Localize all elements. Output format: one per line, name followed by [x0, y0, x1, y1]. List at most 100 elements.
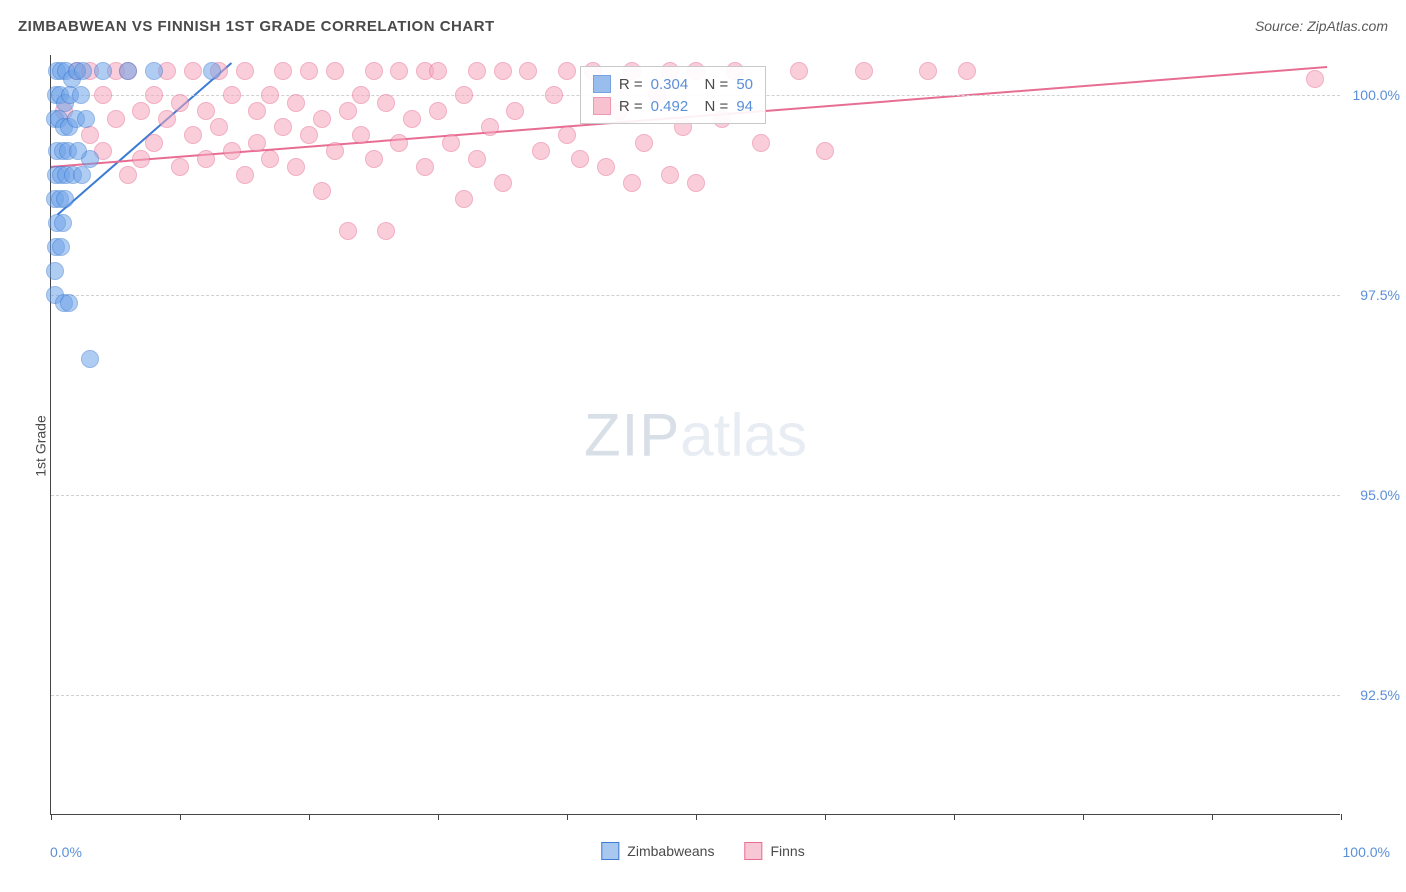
scatter-point: [287, 94, 305, 112]
scatter-point: [377, 94, 395, 112]
scatter-point: [119, 166, 137, 184]
scatter-point: [339, 102, 357, 120]
scatter-point: [145, 62, 163, 80]
scatter-point: [52, 238, 70, 256]
scatter-point: [365, 62, 383, 80]
stats-legend-row: R = 0.304 N = 50: [593, 73, 753, 95]
scatter-point: [94, 86, 112, 104]
y-tick-label: 95.0%: [1345, 487, 1400, 503]
scatter-point: [597, 158, 615, 176]
scatter-point: [248, 134, 266, 152]
y-tick-label: 92.5%: [1345, 687, 1400, 703]
scatter-point: [261, 86, 279, 104]
scatter-point: [494, 174, 512, 192]
legend-r-value: 0.492: [651, 98, 689, 115]
x-tick: [1341, 814, 1342, 820]
scatter-point: [248, 102, 266, 120]
scatter-point: [958, 62, 976, 80]
legend-label-zimbabweans: Zimbabweans: [627, 843, 714, 859]
scatter-point: [532, 142, 550, 160]
scatter-point: [261, 150, 279, 168]
scatter-point: [623, 174, 641, 192]
scatter-point: [429, 102, 447, 120]
scatter-point: [339, 222, 357, 240]
x-tick-min: 0.0%: [50, 844, 82, 860]
scatter-point: [107, 110, 125, 128]
gridline: [51, 495, 1340, 496]
scatter-point: [313, 182, 331, 200]
stats-legend: R = 0.304 N = 50R = 0.492 N = 94: [580, 66, 766, 124]
x-tick: [180, 814, 181, 820]
scatter-point: [1306, 70, 1324, 88]
legend-n-label: N =: [696, 76, 728, 93]
scatter-point: [429, 62, 447, 80]
scatter-point: [119, 62, 137, 80]
scatter-point: [455, 86, 473, 104]
legend-n-value: 94: [736, 98, 753, 115]
x-tick: [567, 814, 568, 820]
scatter-point: [468, 62, 486, 80]
legend-swatch-zimbabweans: [601, 842, 619, 860]
scatter-point: [54, 214, 72, 232]
x-tick: [309, 814, 310, 820]
scatter-point: [403, 110, 421, 128]
scatter-point: [661, 166, 679, 184]
scatter-point: [236, 166, 254, 184]
scatter-point: [73, 166, 91, 184]
scatter-point: [132, 150, 150, 168]
scatter-point: [494, 62, 512, 80]
legend-item-finns: Finns: [744, 842, 804, 860]
scatter-point: [60, 294, 78, 312]
scatter-point: [274, 118, 292, 136]
scatter-point: [455, 190, 473, 208]
gridline: [51, 695, 1340, 696]
stats-legend-row: R = 0.492 N = 94: [593, 95, 753, 117]
x-tick: [1212, 814, 1213, 820]
scatter-point: [352, 86, 370, 104]
scatter-point: [855, 62, 873, 80]
correlation-chart: ZIMBABWEAN VS FINNISH 1ST GRADE CORRELAT…: [0, 0, 1406, 892]
scatter-point: [571, 150, 589, 168]
legend-swatch: [593, 97, 611, 115]
scatter-point: [390, 134, 408, 152]
legend-n-value: 50: [736, 76, 753, 93]
scatter-point: [145, 86, 163, 104]
legend-item-zimbabweans: Zimbabweans: [601, 842, 714, 860]
scatter-point: [94, 62, 112, 80]
scatter-point: [197, 102, 215, 120]
scatter-point: [635, 134, 653, 152]
scatter-point: [481, 118, 499, 136]
x-tick: [1083, 814, 1084, 820]
chart-title: ZIMBABWEAN VS FINNISH 1ST GRADE CORRELAT…: [18, 18, 495, 35]
scatter-point: [56, 190, 74, 208]
legend-r-label: R =: [619, 98, 643, 115]
scatter-point: [300, 62, 318, 80]
scatter-point: [377, 222, 395, 240]
scatter-point: [223, 86, 241, 104]
scatter-point: [519, 62, 537, 80]
scatter-point: [46, 262, 64, 280]
scatter-point: [203, 62, 221, 80]
scatter-point: [171, 158, 189, 176]
scatter-point: [919, 62, 937, 80]
scatter-point: [210, 118, 228, 136]
scatter-point: [184, 126, 202, 144]
x-tick: [954, 814, 955, 820]
legend-r-label: R =: [619, 76, 643, 93]
scatter-point: [558, 126, 576, 144]
scatter-point: [74, 62, 92, 80]
scatter-point: [545, 86, 563, 104]
scatter-point: [72, 86, 90, 104]
y-tick-label: 97.5%: [1345, 287, 1400, 303]
scatter-point: [81, 126, 99, 144]
scatter-point: [69, 142, 87, 160]
legend-label-finns: Finns: [770, 843, 804, 859]
legend-n-label: N =: [696, 98, 728, 115]
scatter-point: [352, 126, 370, 144]
scatter-point: [287, 158, 305, 176]
y-tick-label: 100.0%: [1345, 87, 1400, 103]
scatter-point: [365, 150, 383, 168]
y-axis-label: 1st Grade: [33, 415, 49, 476]
scatter-point: [752, 134, 770, 152]
scatter-point: [132, 102, 150, 120]
